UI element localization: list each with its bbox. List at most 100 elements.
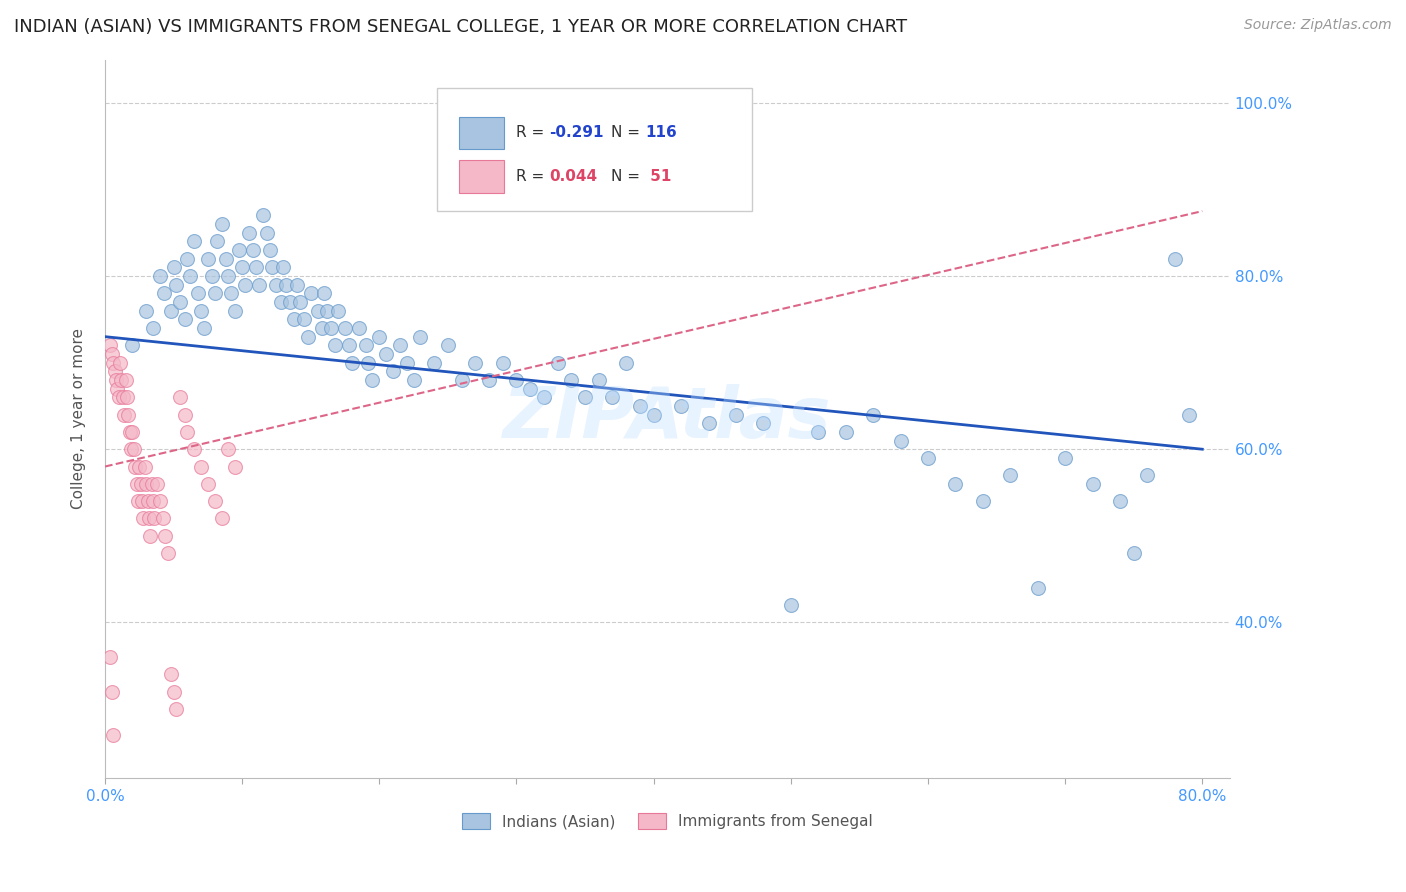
Point <box>779 598 801 612</box>
Point <box>233 277 256 292</box>
Point <box>1081 476 1104 491</box>
Point <box>288 295 311 310</box>
Point <box>357 356 380 370</box>
Point <box>519 382 541 396</box>
Point <box>190 459 212 474</box>
Point <box>574 390 596 404</box>
Point <box>245 260 267 275</box>
Point <box>628 399 651 413</box>
Point <box>131 494 153 508</box>
Point <box>176 252 198 266</box>
FancyBboxPatch shape <box>437 88 752 211</box>
Point <box>157 546 180 560</box>
Point <box>155 529 177 543</box>
Point <box>204 494 226 508</box>
FancyBboxPatch shape <box>460 161 505 193</box>
Point <box>127 494 149 508</box>
Point <box>120 442 142 457</box>
Point <box>862 408 884 422</box>
Point <box>297 329 319 343</box>
Point <box>321 321 343 335</box>
Point <box>169 390 191 404</box>
Point <box>314 286 336 301</box>
Point <box>142 321 165 335</box>
Point <box>1122 546 1144 560</box>
Point <box>162 260 184 275</box>
Point <box>207 235 229 249</box>
Point <box>103 356 125 370</box>
Point <box>402 373 425 387</box>
Point <box>146 476 169 491</box>
Point <box>752 416 775 430</box>
Point <box>266 277 288 292</box>
Point <box>224 303 246 318</box>
Point <box>138 511 160 525</box>
Point <box>152 511 174 525</box>
Point <box>724 408 747 422</box>
Point <box>187 286 209 301</box>
Point <box>423 356 446 370</box>
Point <box>217 268 239 283</box>
Point <box>134 459 156 474</box>
Point <box>110 373 132 387</box>
Point <box>149 268 172 283</box>
Point <box>100 650 122 665</box>
Point <box>159 303 181 318</box>
Point <box>382 364 405 378</box>
Point <box>117 408 139 422</box>
Point <box>165 702 187 716</box>
Point <box>169 295 191 310</box>
Point <box>588 373 610 387</box>
Point <box>388 338 411 352</box>
Point <box>111 390 134 404</box>
Point <box>602 390 624 404</box>
Point <box>669 399 692 413</box>
Point <box>259 243 281 257</box>
Point <box>375 347 398 361</box>
Point <box>176 425 198 439</box>
Point <box>614 356 637 370</box>
Point <box>231 260 253 275</box>
Point <box>395 356 418 370</box>
Point <box>104 364 127 378</box>
Point <box>121 338 143 352</box>
Point <box>337 338 360 352</box>
Point <box>136 494 159 508</box>
Point <box>129 476 152 491</box>
Point <box>478 373 501 387</box>
Point <box>547 356 569 370</box>
FancyBboxPatch shape <box>460 117 505 150</box>
Point <box>328 303 350 318</box>
Point <box>159 667 181 681</box>
Text: N =: N = <box>612 169 645 184</box>
Point <box>697 416 720 430</box>
Point <box>1177 408 1199 422</box>
Point <box>143 511 166 525</box>
Point <box>105 382 128 396</box>
Point <box>1136 468 1159 483</box>
Point <box>283 312 305 326</box>
Point <box>190 303 212 318</box>
Text: 51: 51 <box>645 169 671 184</box>
Point <box>193 321 215 335</box>
Point <box>333 321 356 335</box>
Point <box>972 494 994 508</box>
Point <box>252 209 274 223</box>
Point <box>149 494 172 508</box>
Point <box>1000 468 1022 483</box>
Point <box>197 252 219 266</box>
Point <box>325 338 347 352</box>
Point <box>211 511 233 525</box>
Point <box>450 373 472 387</box>
Point <box>1164 252 1187 266</box>
Point <box>354 338 377 352</box>
Legend: Indians (Asian), Immigrants from Senegal: Indians (Asian), Immigrants from Senegal <box>456 807 879 835</box>
Point <box>307 303 329 318</box>
Point <box>179 268 201 283</box>
Point <box>114 373 136 387</box>
Point <box>643 408 665 422</box>
Point <box>118 425 141 439</box>
Text: INDIAN (ASIAN) VS IMMIGRANTS FROM SENEGAL COLLEGE, 1 YEAR OR MORE CORRELATION CH: INDIAN (ASIAN) VS IMMIGRANTS FROM SENEGA… <box>14 18 907 36</box>
Point <box>464 356 486 370</box>
Point <box>361 373 384 387</box>
